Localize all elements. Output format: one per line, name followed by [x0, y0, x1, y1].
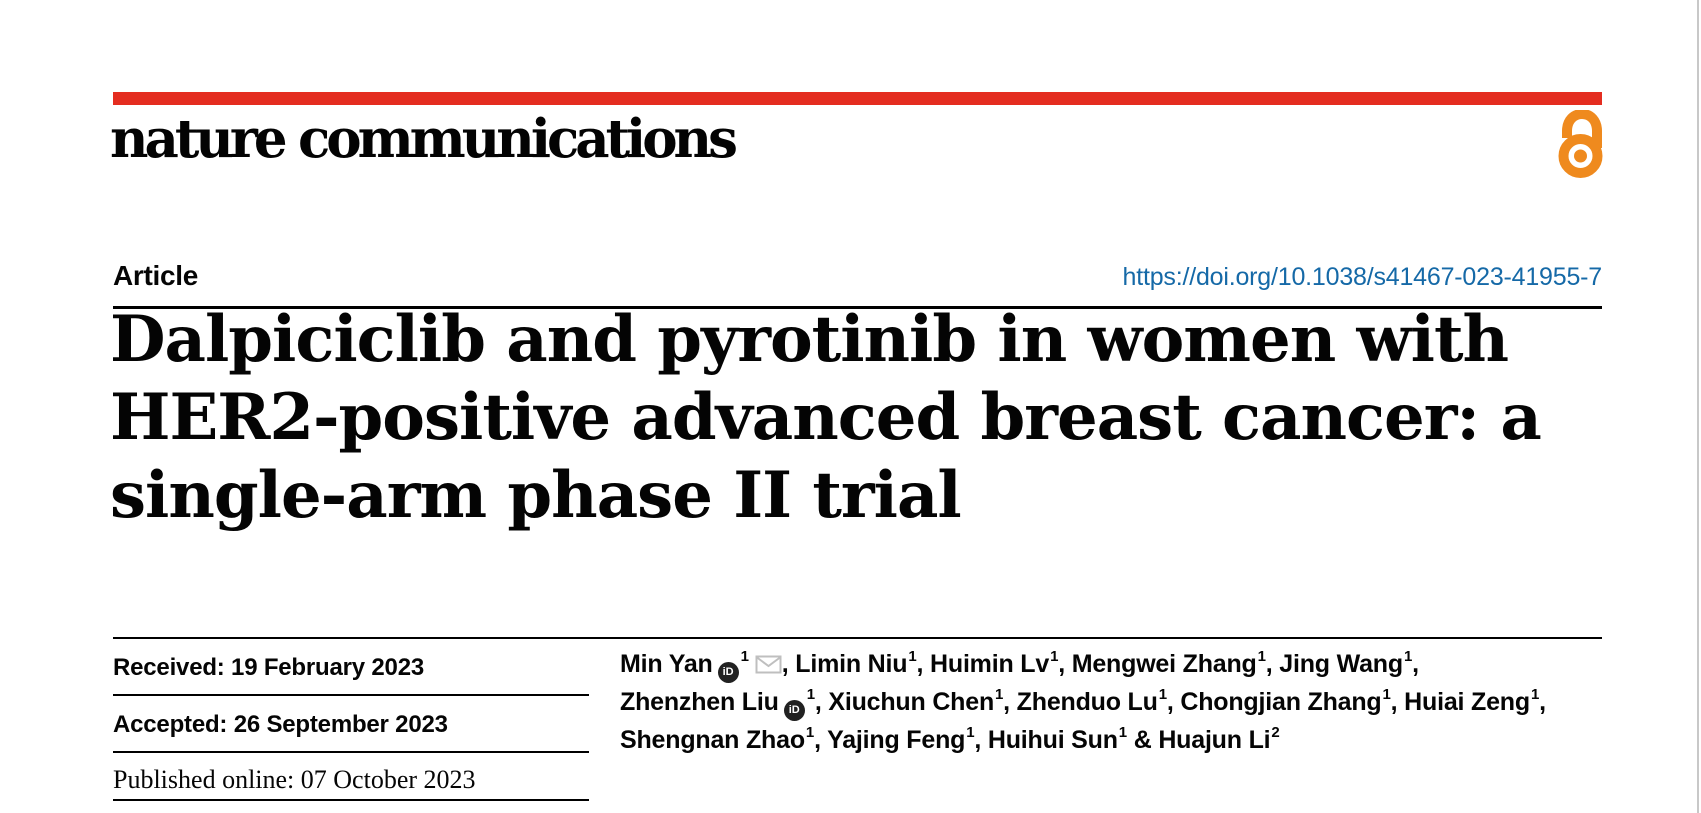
author-name: Xiuchun Chen [828, 688, 995, 716]
author-name: Mengwei Zhang [1071, 650, 1257, 678]
affiliation-superscript: 1 [806, 685, 815, 703]
brand-accent-bar [113, 92, 1602, 105]
history-rule [113, 751, 589, 753]
author-line: Min Yan iD1, Limin Niu1, Huimin Lv1, Meng… [620, 645, 1520, 683]
published-date: Published online: 07 October 2023 [113, 765, 476, 794]
author-separator: , [1539, 688, 1546, 716]
journal-logo: nature communications [110, 108, 738, 170]
affiliation-superscript: 1 [1382, 685, 1391, 703]
author-name: Shengnan Zhao [620, 726, 805, 754]
history-rule [113, 799, 589, 801]
affiliation-superscript: 1 [1530, 685, 1540, 703]
author-name: Jing Wang [1279, 650, 1403, 678]
author-name: Zhenduo Lu [1016, 688, 1158, 716]
author-separator: , [814, 726, 828, 754]
affiliation-superscript: 1 [1403, 647, 1413, 665]
article-title-line: single-arm phase II trial [110, 458, 962, 533]
author-name: Huimin Lv [930, 650, 1050, 678]
author-separator: , [1265, 650, 1280, 678]
author-list: Min Yan iD1, Limin Niu1, Huimin Lv1, Meng… [620, 645, 1546, 759]
affiliation-superscript: 1 [805, 723, 815, 741]
author-name: Min Yan [620, 650, 713, 678]
author-separator: , [1390, 688, 1405, 716]
history-top-rule [113, 637, 1602, 639]
affiliation-superscript: 1 [995, 685, 1004, 703]
history-rule [113, 694, 589, 696]
article-title: Dalpiciclib and pyrotinib in women with … [110, 301, 1630, 535]
affiliation-superscript: 1 [740, 647, 749, 665]
affiliation-superscript: 1 [1158, 685, 1167, 703]
author-separator: , [916, 650, 931, 678]
doi-link[interactable]: https://doi.org/10.1038/s41467-023-41955… [1122, 263, 1603, 291]
received-date: Received: 19 February 2023 [113, 654, 424, 681]
affiliation-superscript: 2 [1271, 723, 1280, 741]
affiliation-superscript: 1 [1050, 647, 1059, 665]
author-separator: , [1166, 688, 1181, 716]
author-separator: , [814, 688, 829, 716]
author-line: Zhenzhen Liu iD1, Xiuchun Chen1, Zhenduo … [620, 683, 1546, 721]
accepted-date: Accepted: 26 September 2023 [113, 711, 448, 738]
article-type-label: Article [113, 260, 199, 291]
affiliation-superscript: 1 [966, 723, 975, 741]
author-name: Limin Niu [795, 650, 908, 678]
author-name: Yajing Feng [827, 726, 966, 754]
orcid-icon[interactable]: iD [717, 662, 739, 683]
author-name: Huihui Sun [987, 726, 1118, 754]
open-access-icon [1558, 108, 1604, 180]
affiliation-superscript: 1 [1257, 647, 1266, 665]
affiliation-superscript: 1 [908, 647, 917, 665]
author-separator: & [1126, 726, 1159, 754]
header-divider [113, 306, 1602, 309]
orcid-icon[interactable]: iD [783, 700, 805, 721]
affiliation-superscript: 1 [1118, 723, 1127, 741]
page-right-edge [1697, 0, 1699, 813]
article-title-line: HER2-positive advanced breast cancer: a [110, 380, 1542, 455]
author-name: Huajun Li [1158, 726, 1271, 754]
author-separator: , [1058, 650, 1072, 678]
article-title-line: Dalpiciclib and pyrotinib in women with [110, 302, 1509, 377]
email-icon[interactable] [755, 655, 782, 674]
author-name: Chongjian Zhang [1180, 688, 1382, 716]
author-separator: , [1412, 650, 1419, 678]
author-name: Zhenzhen Liu [620, 688, 779, 716]
author-separator: , [781, 650, 796, 678]
author-line: Shengnan Zhao1, Yajing Feng1, Huihui Sun… [620, 721, 1520, 759]
author-separator: , [1003, 688, 1017, 716]
author-name: Huiai Zeng [1404, 688, 1530, 716]
author-separator: , [974, 726, 988, 754]
